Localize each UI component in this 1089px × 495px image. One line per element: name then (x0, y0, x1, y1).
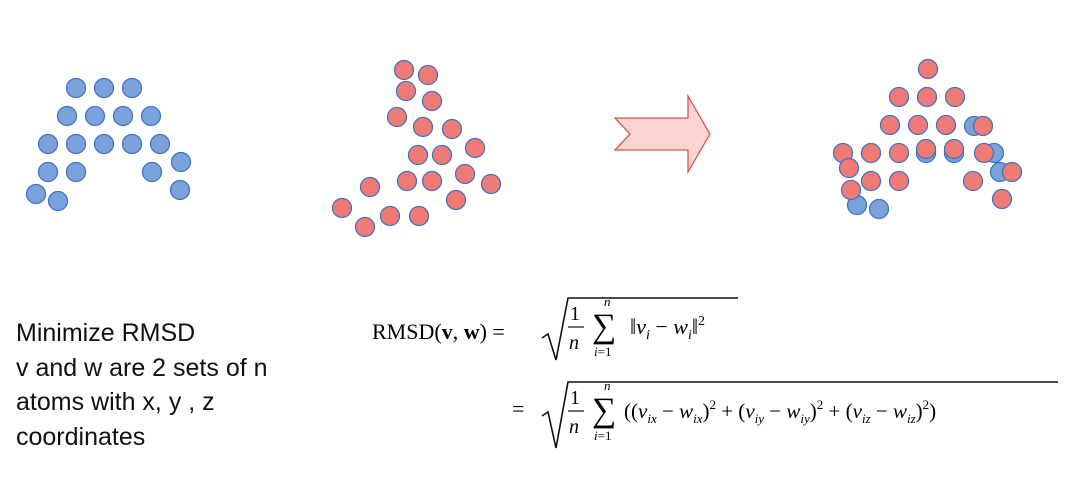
blue-atom (25, 183, 47, 205)
caption-text: Minimize RMSD v and w are 2 sets of n at… (16, 316, 356, 454)
blue-atom (65, 161, 87, 183)
aligned-red-atom (991, 188, 1013, 210)
caption-line-1: Minimize RMSD (16, 319, 196, 347)
red-atom (379, 205, 401, 227)
red-atom (386, 106, 408, 128)
red-atom (407, 144, 429, 166)
aligned-red-atom (917, 58, 939, 80)
blue-atom (121, 77, 143, 99)
sum-upper-2: n (604, 378, 611, 393)
sum-upper: n (604, 296, 611, 309)
sum-icon: ∑ (592, 308, 616, 345)
w-atom-set (331, 59, 502, 238)
blue-atom (141, 161, 163, 183)
red-atom (454, 163, 476, 185)
red-atom (396, 170, 418, 192)
aligned-red-atom (915, 138, 937, 160)
aligned-red-atom (888, 170, 910, 192)
blue-atom (170, 151, 192, 173)
blue-atom (37, 133, 59, 155)
blue-atom (149, 133, 171, 155)
aligned-red-atom (860, 142, 882, 164)
blue-atom (84, 105, 106, 127)
blue-atom (121, 133, 143, 155)
red-atom (421, 90, 443, 112)
formula-eq2: = (512, 396, 524, 421)
sum-lower: i=1 (594, 344, 611, 359)
blue-atom (112, 105, 134, 127)
aligned-blue-atom (868, 198, 890, 220)
sum-lower-2: i=1 (594, 428, 611, 443)
red-atom (412, 116, 434, 138)
red-atom (354, 216, 376, 238)
blue-atom (140, 105, 162, 127)
aligned-red-atom (860, 170, 882, 192)
aligned-red-atom (935, 114, 957, 136)
aligned-red-atom (888, 86, 910, 108)
blue-atom (37, 161, 59, 183)
sum-icon: ∑ (592, 392, 616, 429)
rmsd-formula: RMSD(v, w) = 1 n n ∑ i=1 ‖vi − wi‖2 = 1 … (372, 296, 1058, 449)
red-atom (331, 197, 353, 219)
aligned-red-atom (944, 86, 966, 108)
aligned-red-atom (907, 114, 929, 136)
superposed-atom-set (832, 58, 1023, 220)
aligned-red-atom (916, 86, 938, 108)
formula-line1-body: ‖vi − wi‖2 (630, 314, 705, 343)
blue-atom (47, 190, 69, 212)
aligned-red-atom (840, 179, 862, 201)
formula-lhs: RMSD(v, w) = (372, 319, 505, 344)
transform-arrow-icon (613, 93, 711, 175)
sqrt-icon (541, 381, 1058, 449)
frac-denominator: n (569, 332, 579, 354)
frac-numerator: 1 (570, 303, 580, 325)
caption-line-3: atoms with x, y , z (16, 388, 215, 416)
blue-atom (65, 133, 87, 155)
red-atom (445, 189, 467, 211)
red-atom (359, 176, 381, 198)
red-atom (464, 137, 486, 159)
red-atom (393, 59, 415, 81)
blue-atom (93, 77, 115, 99)
aligned-red-atom (888, 142, 910, 164)
blue-atom (169, 179, 191, 201)
frac-numerator-2: 1 (570, 387, 580, 409)
aligned-red-atom (962, 170, 984, 192)
red-atom (441, 118, 463, 140)
aligned-red-atom (879, 114, 901, 136)
frac-denominator-2: n (569, 416, 579, 438)
blue-atom (65, 77, 87, 99)
aligned-red-atom (972, 115, 994, 137)
red-atom (417, 64, 439, 86)
red-atom (480, 173, 502, 195)
aligned-red-atom (838, 157, 860, 179)
blue-atom (93, 133, 115, 155)
aligned-red-atom (1001, 161, 1023, 183)
aligned-red-atom (943, 138, 965, 160)
red-atom (421, 170, 443, 192)
aligned-red-atom (973, 142, 995, 164)
v-atom-set (25, 77, 192, 212)
sqrt-icon (541, 297, 738, 361)
blue-atom (56, 105, 78, 127)
red-atom (408, 205, 430, 227)
caption-line-2: v and w are 2 sets of n (16, 353, 268, 382)
formula-line2-body: ((vix − wix)2 + (viy − wiy)2 + (viz − wi… (624, 397, 936, 426)
red-atom (395, 80, 417, 102)
red-atom (431, 144, 453, 166)
caption-line-4: coordinates (16, 422, 146, 451)
